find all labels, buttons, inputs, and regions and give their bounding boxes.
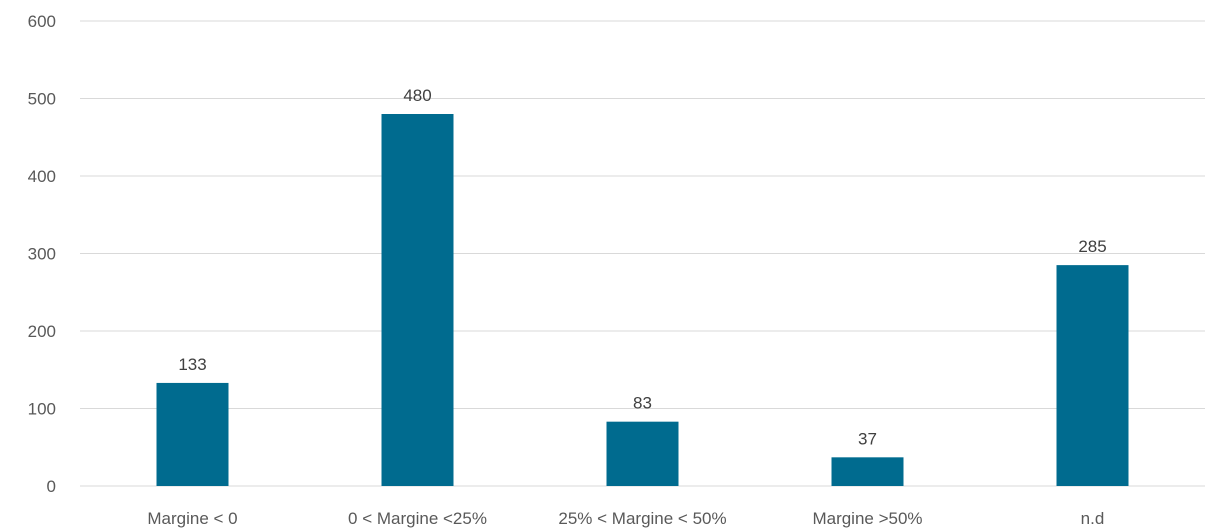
y-axis-tick-labels: 0 100 200 300 400 500 600 <box>28 12 56 496</box>
y-tick-label: 400 <box>28 167 56 186</box>
data-label: 285 <box>1078 237 1106 256</box>
x-tick-label: n.d <box>1081 509 1105 528</box>
bar <box>381 114 454 486</box>
y-tick-label: 300 <box>28 245 56 264</box>
data-labels: 133 480 83 37 285 <box>178 86 1106 448</box>
bar <box>1056 265 1129 486</box>
data-label: 37 <box>858 429 877 448</box>
y-tick-label: 0 <box>47 477 56 496</box>
bar <box>831 457 904 486</box>
x-axis-tick-labels: Margine < 0 0 < Margine <25% 25% < Margine… <box>147 509 1104 528</box>
bar <box>156 382 229 486</box>
bar <box>606 421 679 486</box>
y-tick-label: 200 <box>28 322 56 341</box>
data-label: 83 <box>633 394 652 413</box>
x-tick-label: Margine >50% <box>812 509 922 528</box>
gridlines <box>80 20 1205 487</box>
x-tick-label: Margine < 0 <box>147 509 237 528</box>
y-tick-label: 600 <box>28 12 56 31</box>
y-tick-label: 100 <box>28 400 56 419</box>
bars <box>156 114 1129 486</box>
y-tick-label: 500 <box>28 90 56 109</box>
data-label: 133 <box>178 355 206 374</box>
x-tick-label: 0 < Margine <25% <box>348 509 487 528</box>
data-label: 480 <box>403 86 431 105</box>
x-tick-label: 25% < Margine < 50% <box>558 509 726 528</box>
